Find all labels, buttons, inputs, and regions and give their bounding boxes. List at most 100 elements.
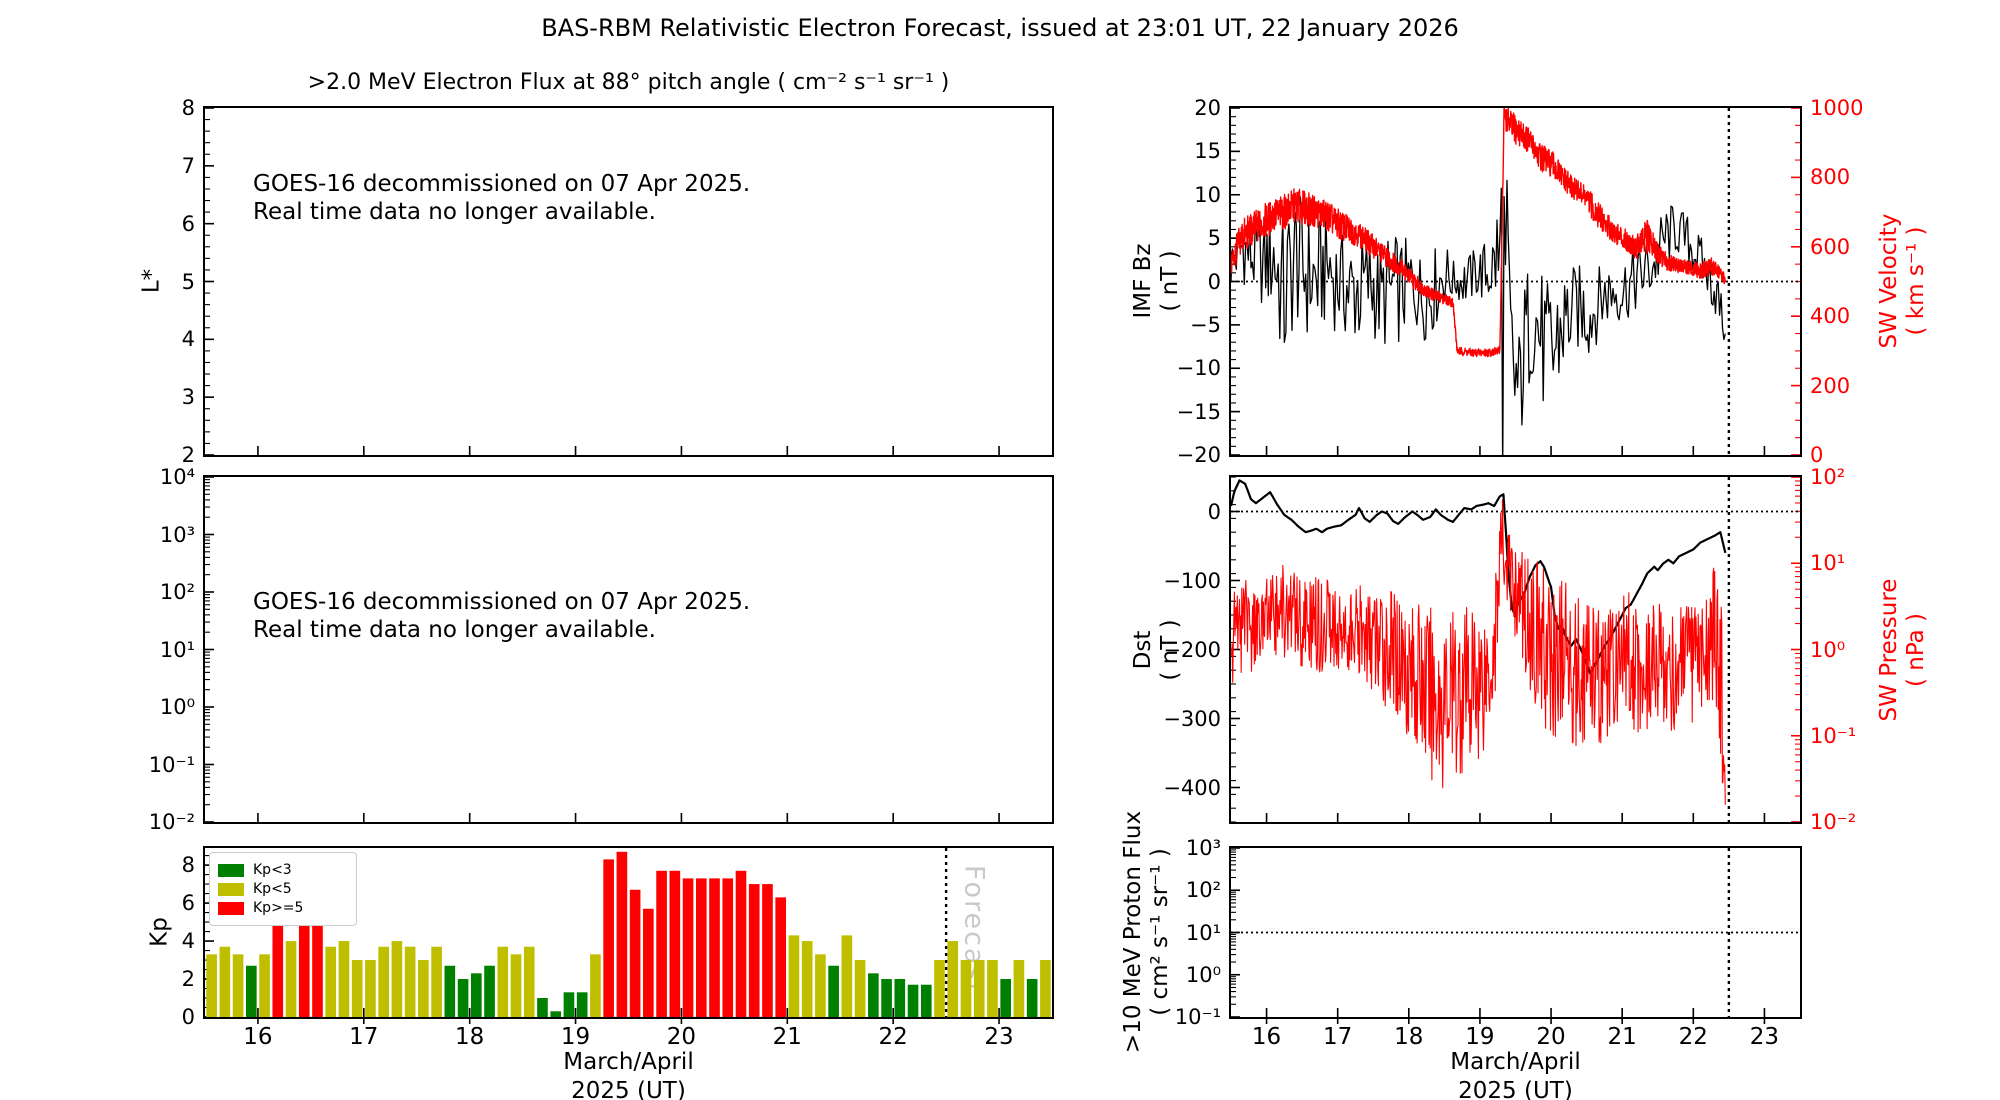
tick-label: −5 — [1190, 312, 1221, 337]
tick-label: 23 — [1749, 1024, 1780, 1050]
tick-label: 7 — [181, 153, 195, 178]
panel-dst-pressure — [1229, 475, 1802, 824]
tick-label: 0 — [1810, 443, 1824, 467]
series-sw-velocity — [1231, 108, 1726, 358]
tick-label: 0 — [181, 1005, 195, 1029]
kp-legend-label-mid: Kp<5 — [253, 881, 292, 897]
sw-pressure-axis-label-line2: ( nPa ) — [1903, 612, 1929, 688]
tick-label: −400 — [1163, 775, 1221, 800]
tick-label: 20 — [666, 1024, 697, 1050]
tick-label: 0 — [1207, 499, 1221, 524]
tick-label: 8 — [181, 853, 195, 878]
goes-notice-middle-line2: Real time data no longer available. — [253, 617, 656, 643]
tick-label: 10⁰ — [1810, 637, 1846, 662]
kp-legend-label-low: Kp<3 — [253, 862, 292, 878]
tick-label: 10¹ — [1185, 920, 1221, 945]
xaxis-label-left-line2: 2025 (UT) — [571, 1078, 686, 1100]
tick-label: 10⁻¹ — [148, 752, 195, 777]
tick-label: 400 — [1810, 304, 1851, 329]
tick-label: 8 — [181, 96, 195, 120]
figure-title: BAS-RBM Relativistic Electron Forecast, … — [541, 14, 1459, 42]
tick-label: −300 — [1163, 706, 1221, 731]
goes-notice-top-line1: GOES-16 decommissioned on 07 Apr 2025. — [253, 171, 751, 197]
tick-label: 10² — [159, 580, 195, 604]
kp-legend-row-mid: Kp<5 — [218, 881, 348, 897]
xaxis-label-left-line1: March/April — [563, 1049, 694, 1075]
tick-label: 0 — [1207, 269, 1221, 294]
goes-notice-top: GOES-16 decommissioned on 07 Apr 2025. R… — [253, 170, 750, 226]
series-sw-pressure — [1231, 499, 1726, 805]
tick-label: 21 — [772, 1024, 802, 1050]
tick-label: −200 — [1163, 637, 1221, 662]
tick-label: −100 — [1163, 568, 1221, 593]
tick-label: 10⁰ — [1185, 962, 1221, 987]
tick-label: 1000 — [1810, 96, 1864, 120]
electron-flux-panel-title: >2.0 MeV Electron Flux at 88° pitch angl… — [307, 70, 950, 95]
tick-label: 20 — [1194, 96, 1221, 120]
series-dst — [1231, 479, 1727, 675]
proton-flux-axis-label-line1: >10 MeV Proton Flux — [1120, 810, 1146, 1054]
tick-label: 18 — [455, 1024, 485, 1050]
tick-label: 17 — [1323, 1024, 1353, 1050]
tick-label: 5 — [181, 269, 195, 294]
tick-label: 2 — [181, 967, 195, 992]
tick-label: 10¹ — [1810, 551, 1846, 576]
tick-label: 10² — [1810, 465, 1846, 489]
goes-notice-middle-line1: GOES-16 decommissioned on 07 Apr 2025. — [253, 589, 751, 615]
tick-label: 10² — [1185, 878, 1221, 903]
panel-electron-geo — [203, 475, 1054, 824]
tick-label: 10⁴ — [159, 465, 195, 489]
tick-label: 18 — [1394, 1024, 1424, 1050]
panel-imf-sw — [1229, 106, 1802, 457]
tick-label: 800 — [1810, 165, 1851, 190]
tick-label: 10⁰ — [159, 695, 195, 719]
kp-legend-row-low: Kp<3 — [218, 862, 348, 878]
tick-label: −20 — [1176, 443, 1221, 467]
tick-label: −15 — [1176, 399, 1221, 424]
tick-label: 22 — [1678, 1024, 1708, 1050]
goes-notice-top-line2: Real time data no longer available. — [253, 199, 656, 225]
tick-label: 10¹ — [159, 637, 195, 662]
tick-label: 16 — [243, 1024, 273, 1050]
tick-label: 600 — [1810, 234, 1851, 259]
tick-label: 10⁻¹ — [1810, 723, 1857, 748]
kp-legend-swatch-red — [218, 901, 244, 915]
kp-legend-row-high: Kp>=5 — [218, 900, 348, 916]
series-imf-bz — [1231, 179, 1726, 455]
kp-legend-label-high: Kp>=5 — [253, 900, 304, 916]
tick-label: 10 — [1194, 182, 1221, 207]
tick-label: −10 — [1176, 356, 1221, 381]
tick-label: 19 — [560, 1024, 591, 1050]
tick-label: 6 — [181, 891, 195, 916]
tick-label: 10⁻² — [148, 810, 195, 834]
tick-label: 21 — [1607, 1024, 1637, 1050]
goes-notice-middle: GOES-16 decommissioned on 07 Apr 2025. R… — [253, 588, 750, 644]
tick-label: 4 — [181, 929, 195, 954]
tick-label: 19 — [1465, 1024, 1495, 1050]
tick-label: 15 — [1194, 139, 1221, 164]
tick-label: 5 — [1207, 226, 1221, 251]
kp-legend: Kp<3 Kp<5 Kp>=5 — [209, 852, 357, 926]
xaxis-label-right: March/April 2025 (UT) — [1231, 1048, 1800, 1100]
xaxis-label-right-line1: March/April — [1450, 1049, 1581, 1075]
tick-label: 200 — [1810, 373, 1851, 398]
xaxis-label-left: March/April 2025 (UT) — [205, 1048, 1052, 1100]
tick-label: 6 — [181, 211, 195, 236]
sw-velocity-axis-label-line2: ( km s⁻¹ ) — [1903, 226, 1929, 336]
tick-label: 10³ — [159, 522, 195, 547]
tick-label: 2 — [181, 443, 195, 467]
tick-label: 10⁻¹ — [1174, 1005, 1221, 1029]
kp-legend-swatch-green — [218, 863, 244, 877]
tick-label: 22 — [878, 1024, 908, 1050]
kp-legend-swatch-olive — [218, 882, 244, 896]
tick-label: 17 — [349, 1024, 379, 1050]
panel-proton — [1229, 846, 1802, 1019]
xaxis-label-right-line2: 2025 (UT) — [1458, 1078, 1573, 1100]
panel-electron-l — [203, 106, 1054, 457]
tick-label: 23 — [984, 1024, 1014, 1050]
tick-label: 4 — [181, 327, 195, 352]
tick-label: 10³ — [1185, 836, 1221, 860]
tick-label: 3 — [181, 385, 195, 410]
tick-label: 10⁻² — [1810, 810, 1857, 834]
